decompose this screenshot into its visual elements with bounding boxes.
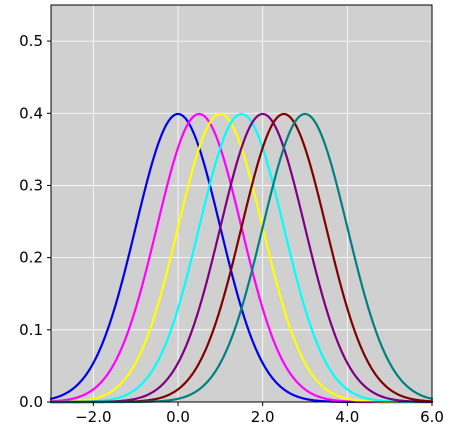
y-tick-label: 0.0 bbox=[19, 393, 43, 411]
y-tick-label: 0.5 bbox=[19, 32, 43, 50]
grid bbox=[51, 5, 432, 402]
x-axis: −2.0 0.0 2.0 4.0 6.0 bbox=[75, 402, 444, 426]
x-tick-label: 0.0 bbox=[166, 408, 190, 426]
y-tick-label: 0.4 bbox=[19, 104, 43, 122]
x-tick-label: 2.0 bbox=[251, 408, 275, 426]
x-tick-label: −2.0 bbox=[75, 408, 111, 426]
series-line-4 bbox=[49, 112, 434, 404]
plot-background bbox=[51, 5, 432, 402]
x-tick-label: 6.0 bbox=[420, 408, 444, 426]
axes-frame bbox=[50, 4, 433, 403]
y-tick-label: 0.1 bbox=[19, 321, 43, 339]
y-tick-label: 0.2 bbox=[19, 249, 43, 267]
y-axis: 0.0 0.1 0.2 0.3 0.4 0.5 bbox=[19, 32, 51, 411]
y-tick-label: 0.3 bbox=[19, 176, 43, 194]
x-tick-label: 4.0 bbox=[335, 408, 359, 426]
